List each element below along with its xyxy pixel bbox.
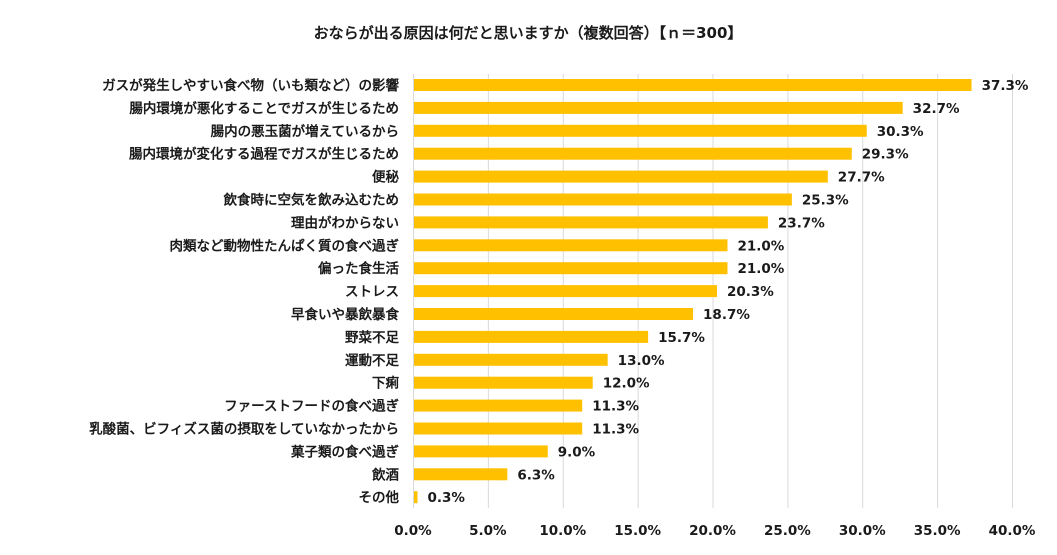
- bar: [414, 353, 608, 366]
- chart-title: おならが出る原因は何だと思いますか（複数回答）【ｎ＝300】: [314, 24, 743, 42]
- data-label: 21.0%: [737, 261, 784, 277]
- data-label: 9.0%: [558, 444, 596, 460]
- data-label: 21.0%: [737, 238, 784, 254]
- x-tick-label: 25.0%: [764, 523, 811, 539]
- bar: [414, 124, 867, 137]
- category-label: 早食いや暴飲暴食: [291, 306, 399, 323]
- category-label: 乳酸菌、ビフィズス菌の摂取をしていなかったから: [89, 421, 399, 438]
- category-label: 飲食時に空気を飲み込むため: [223, 192, 400, 209]
- category-label: 菓子類の食べ過ぎ: [290, 443, 399, 460]
- x-axis-tick-labels: 0.0% 5.0% 10.0% 15.0% 20.0% 25.0% 30.0% 35.0% 40…: [394, 523, 1036, 539]
- bar: [414, 422, 583, 435]
- data-label: 11.3%: [592, 422, 639, 438]
- x-tick-label: 15.0%: [614, 523, 661, 539]
- category-label: ガスが発生しやすい食べ物（いも類など）の影響: [102, 77, 399, 94]
- value-labels: 37.3% 32.7% 30.3% 29.3% 27.7% 25.3% 23.7% 21.0%…: [427, 78, 1028, 506]
- category-label: 肉類など動物性たんぱく質の食べ過ぎ: [170, 237, 400, 254]
- data-label: 25.3%: [802, 193, 849, 209]
- bar: [414, 79, 972, 91]
- x-tick-label: 35.0%: [914, 523, 961, 539]
- bar: [414, 468, 508, 481]
- data-label: 12.0%: [603, 376, 650, 392]
- category-label: 野菜不足: [345, 329, 399, 346]
- category-label: 腸内環境が悪化することでガスが生じるため: [129, 100, 399, 117]
- bar: [414, 445, 548, 458]
- bar: [414, 239, 728, 252]
- bar: [414, 262, 728, 275]
- category-label: 飲酒: [371, 466, 399, 483]
- x-tick-label: 5.0%: [469, 523, 507, 539]
- data-label: 15.7%: [658, 330, 705, 346]
- x-tick-label: 20.0%: [689, 523, 736, 539]
- bar: [414, 399, 583, 412]
- bar: [414, 101, 903, 114]
- category-label: ストレス: [345, 284, 399, 300]
- bar: [414, 147, 852, 160]
- bar: [414, 330, 649, 343]
- category-label: 運動不足: [345, 352, 399, 369]
- x-tick-label: 40.0%: [989, 523, 1036, 539]
- data-label: 18.7%: [703, 307, 750, 323]
- category-label: ファーストフードの食べ過ぎ: [224, 398, 399, 415]
- category-label: 下痢: [372, 375, 399, 392]
- category-label: その他: [359, 489, 400, 506]
- data-label: 6.3%: [517, 467, 555, 483]
- data-label: 11.3%: [592, 399, 639, 415]
- data-label: 32.7%: [913, 101, 960, 117]
- bars: [414, 79, 972, 504]
- x-tick-label: 10.0%: [539, 523, 586, 539]
- x-tick-label: 0.0%: [394, 523, 432, 539]
- category-label: 理由がわからない: [291, 214, 399, 231]
- data-label: 29.3%: [862, 147, 909, 163]
- category-labels: ガスが発生しやすい食べ物（いも類など）の影響腸内環境が悪化することでガスが生じる…: [89, 77, 399, 506]
- data-label: 20.3%: [727, 284, 774, 300]
- bar: [414, 285, 717, 298]
- category-label: 腸内の悪玉菌が増えているから: [211, 123, 399, 140]
- data-label: 27.7%: [838, 170, 885, 186]
- x-tick-label: 30.0%: [839, 523, 886, 539]
- bar: [414, 216, 768, 229]
- category-label: 偏った食生活: [318, 260, 399, 277]
- bar: [414, 170, 828, 183]
- bar: [414, 491, 418, 504]
- data-label: 37.3%: [982, 78, 1029, 94]
- data-label: 23.7%: [778, 215, 825, 231]
- bar: [414, 193, 792, 206]
- data-label: 0.3%: [427, 490, 465, 506]
- category-label: 腸内環境が変化する過程でガスが生じるため: [129, 146, 399, 163]
- category-label: 便秘: [372, 169, 399, 186]
- bar: [414, 308, 694, 320]
- data-label: 13.0%: [618, 353, 665, 369]
- data-label: 30.3%: [877, 124, 924, 140]
- bar: [414, 376, 593, 389]
